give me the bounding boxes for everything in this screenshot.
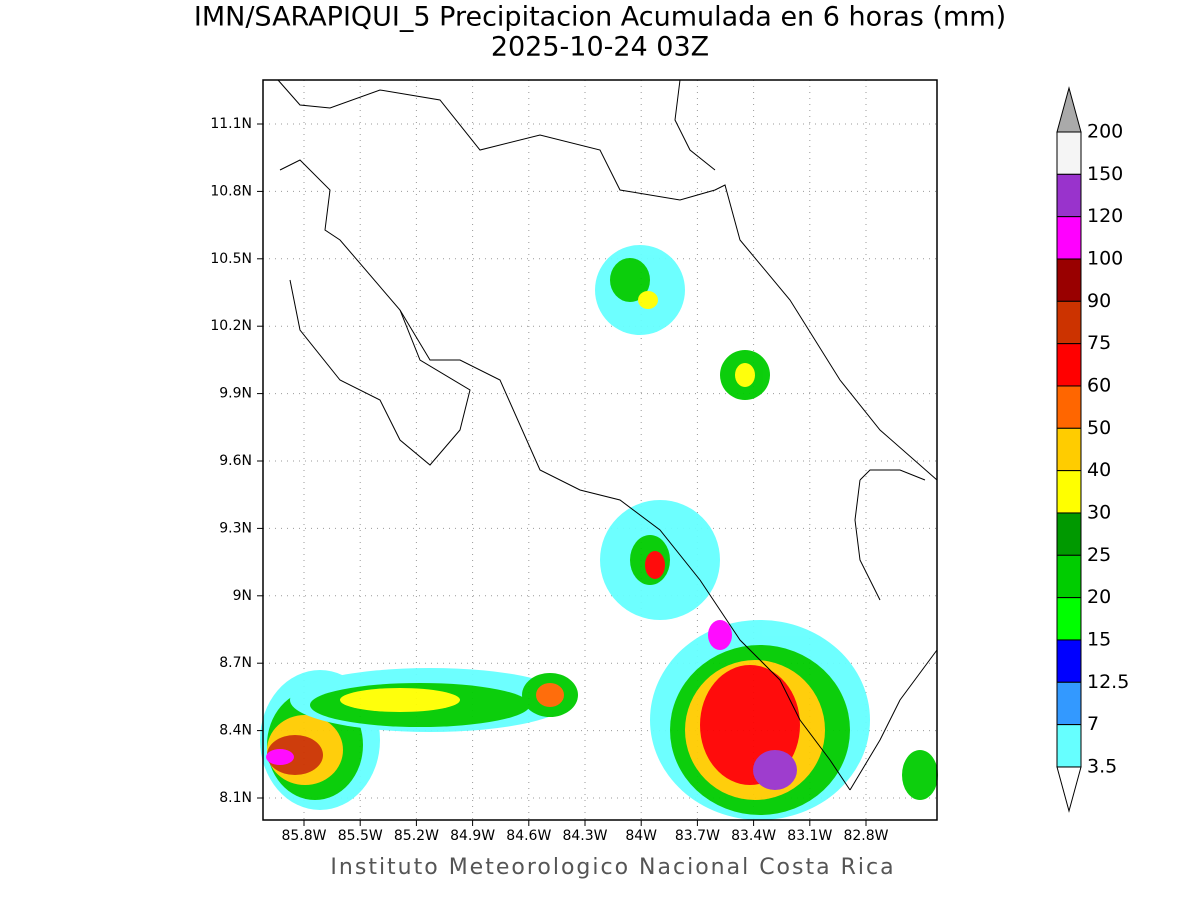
lon-label: 85.2W <box>394 828 439 844</box>
colorbar-label: 75 <box>1087 332 1111 354</box>
subtitle: 2025-10-24 03Z <box>491 32 709 63</box>
lon-label: 85.8W <box>281 828 326 844</box>
lat-label: 8.1N <box>219 790 252 806</box>
title: IMN/SARAPIQUI_5 Precipitacion Acumulada … <box>194 2 1006 33</box>
colorbar-box <box>1056 258 1082 302</box>
footer: Instituto Meteorologico Nacional Costa R… <box>330 855 895 880</box>
colorbar-box <box>1056 427 1082 472</box>
lat-label: 10.2N <box>210 318 252 334</box>
colorbar-box <box>1056 554 1082 599</box>
lat-label: 9.9N <box>219 386 252 402</box>
lon-label: 84.9W <box>450 828 495 844</box>
lat-label: 9N <box>233 588 252 604</box>
lat-label: 11.1N <box>210 116 252 132</box>
lon-label: 84.6W <box>506 828 551 844</box>
lat-label: 9.3N <box>219 520 252 536</box>
colorbar-box <box>1056 512 1082 556</box>
precip-field <box>260 245 938 820</box>
colorbar-box <box>1056 300 1082 345</box>
lon-label: 85.5W <box>338 828 383 844</box>
colorbar-label: 40 <box>1087 459 1111 481</box>
colorbar-box <box>1056 681 1082 726</box>
lon-label: 83.4W <box>731 828 776 844</box>
colorbar-box <box>1056 639 1082 683</box>
colorbar-label: 90 <box>1087 290 1111 312</box>
colorbar-label: 150 <box>1087 163 1123 185</box>
grid <box>263 80 937 820</box>
lat-label: 8.4N <box>219 723 252 739</box>
under-triangle <box>1056 766 1082 813</box>
colorbar-label: 50 <box>1087 417 1111 439</box>
lat-axis: 11.1N 10.8N 10.5N 10.2N 9.9N 9.6N 9.3N 9N 8.7N 8.… <box>210 116 263 806</box>
colorbar-box <box>1056 173 1082 218</box>
colorbar-label: 25 <box>1087 544 1111 566</box>
colorbar: 200 150 120 100 90 75 60 50 40 30 25 20 15 12.5 7 3.5 <box>1056 86 1129 813</box>
colorbar-box <box>1056 470 1082 514</box>
colorbar-box <box>1056 597 1082 641</box>
colorbar-box <box>1056 131 1082 175</box>
lon-label: 83.7W <box>675 828 720 844</box>
colorbar-label: 60 <box>1087 374 1111 396</box>
colorbar-label: 100 <box>1087 247 1123 269</box>
lon-label: 83.1W <box>787 828 832 844</box>
colorbar-box <box>1056 343 1082 387</box>
lon-axis: 85.8W 85.5W 85.2W 84.9W 84.6W 84.3W 84W 83.7W 83… <box>281 820 889 844</box>
colorbar-box <box>1056 216 1082 260</box>
colorbar-box <box>1056 385 1082 429</box>
colorbar-label: 120 <box>1087 205 1123 227</box>
colorbar-box <box>1056 724 1082 768</box>
colorbar-label: 20 <box>1087 586 1111 608</box>
lat-label: 9.6N <box>219 453 252 469</box>
lon-label: 84W <box>625 828 657 844</box>
colorbar-label: 7 <box>1087 713 1099 735</box>
lat-label: 8.7N <box>219 655 252 671</box>
map-frame <box>262 79 938 821</box>
lon-label: 84.3W <box>562 828 607 844</box>
lat-label: 10.5N <box>210 251 252 267</box>
lat-label: 10.8N <box>210 183 252 199</box>
map-area <box>260 79 938 821</box>
over-triangle <box>1056 86 1082 133</box>
colorbar-label: 30 <box>1087 501 1111 523</box>
lon-label: 82.8W <box>843 828 888 844</box>
coastlines <box>277 79 938 791</box>
colorbar-label: 200 <box>1087 121 1123 143</box>
colorbar-label: 3.5 <box>1087 755 1117 777</box>
colorbar-label: 15 <box>1087 628 1111 650</box>
colorbar-label: 12.5 <box>1087 671 1129 693</box>
